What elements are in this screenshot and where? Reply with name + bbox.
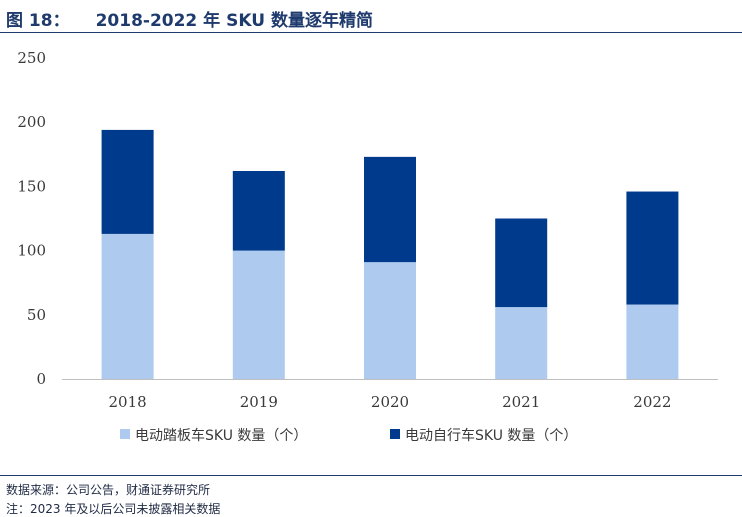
footer-rule bbox=[0, 475, 742, 476]
footnote: 注：2023 年及以后公司未披露相关数据 bbox=[6, 502, 221, 516]
bar-segment-ebike-2020 bbox=[364, 156, 416, 263]
x-tick-label: 2022 bbox=[633, 393, 671, 411]
chart-area: 0 50 100 150 200 250 2018 2019 2020 2021 2022 电动踏… bbox=[0, 36, 742, 465]
bar-segment-scooter-2022 bbox=[626, 304, 679, 379]
legend: 电动踏板车SKU 数量（个） 电动自行车SKU 数量（个） bbox=[120, 427, 577, 444]
header-rule bbox=[0, 32, 742, 33]
source-note: 数据来源：公司公告，财通证券研究所 bbox=[6, 483, 211, 497]
y-tick-label: 200 bbox=[17, 113, 46, 131]
figure-title: 图 18： 2018-2022 年 SKU 数量逐年精简 bbox=[6, 6, 373, 31]
legend-swatch bbox=[390, 429, 400, 439]
bar-segment-scooter-2019 bbox=[232, 250, 285, 379]
x-tick-label: 2018 bbox=[109, 393, 147, 411]
bar-segment-ebike-2018 bbox=[101, 129, 154, 234]
bar-segment-scooter-2020 bbox=[364, 262, 416, 379]
bar-segment-ebike-2021 bbox=[495, 218, 548, 308]
bar-segment-scooter-2018 bbox=[101, 233, 154, 379]
figure-header: 图 18： 2018-2022 年 SKU 数量逐年精简 bbox=[0, 0, 742, 33]
stacked-bar-chart: 0 50 100 150 200 250 2018 2019 2020 2021 2022 电动踏… bbox=[17, 49, 718, 444]
figure-title-text: 2018-2022 年 SKU 数量逐年精简 bbox=[95, 11, 373, 31]
figure-number: 图 18： bbox=[6, 11, 70, 31]
y-tick-label: 150 bbox=[17, 177, 46, 195]
bar-segment-scooter-2021 bbox=[495, 307, 548, 379]
legend-swatch bbox=[120, 429, 130, 439]
legend-label: 电动踏板车SKU 数量（个） bbox=[135, 427, 307, 444]
x-tick-label: 2020 bbox=[371, 393, 409, 411]
y-tick-label: 0 bbox=[36, 370, 46, 388]
bars bbox=[101, 129, 679, 379]
x-tick-label: 2021 bbox=[502, 393, 540, 411]
y-tick-label: 100 bbox=[17, 242, 46, 260]
y-tick-label: 50 bbox=[27, 306, 46, 324]
y-axis: 0 50 100 150 200 250 bbox=[17, 49, 46, 388]
y-tick-label: 250 bbox=[17, 49, 46, 67]
x-tick-label: 2019 bbox=[240, 393, 278, 411]
bar-segment-ebike-2019 bbox=[232, 170, 285, 251]
bar-segment-ebike-2022 bbox=[626, 191, 679, 305]
x-axis: 2018 2019 2020 2021 2022 bbox=[62, 379, 718, 411]
legend-label: 电动自行车SKU 数量（个） bbox=[405, 427, 577, 444]
